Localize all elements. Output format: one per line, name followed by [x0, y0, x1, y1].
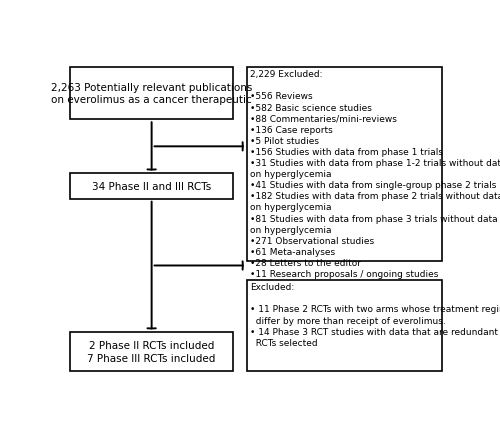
Text: 2,263 Potentially relevant publications
on everolimus as a cancer therapeutic: 2,263 Potentially relevant publications … [51, 83, 252, 105]
Text: 34 Phase II and III RCTs: 34 Phase II and III RCTs [92, 182, 211, 191]
Text: 2 Phase II RCTs included
7 Phase III RCTs included: 2 Phase II RCTs included 7 Phase III RCT… [88, 341, 216, 363]
FancyBboxPatch shape [246, 68, 442, 261]
Text: Excluded:

• 11 Phase 2 RCTs with two arms whose treatment regimens
  differ by : Excluded: • 11 Phase 2 RCTs with two arm… [250, 283, 500, 347]
FancyBboxPatch shape [246, 280, 442, 371]
Text: 2,229 Excluded:

•556 Reviews
•582 Basic science studies
•88 Commentaries/mini-r: 2,229 Excluded: •556 Reviews •582 Basic … [250, 70, 500, 279]
FancyBboxPatch shape [70, 332, 233, 371]
FancyBboxPatch shape [70, 174, 233, 199]
FancyBboxPatch shape [70, 68, 233, 120]
